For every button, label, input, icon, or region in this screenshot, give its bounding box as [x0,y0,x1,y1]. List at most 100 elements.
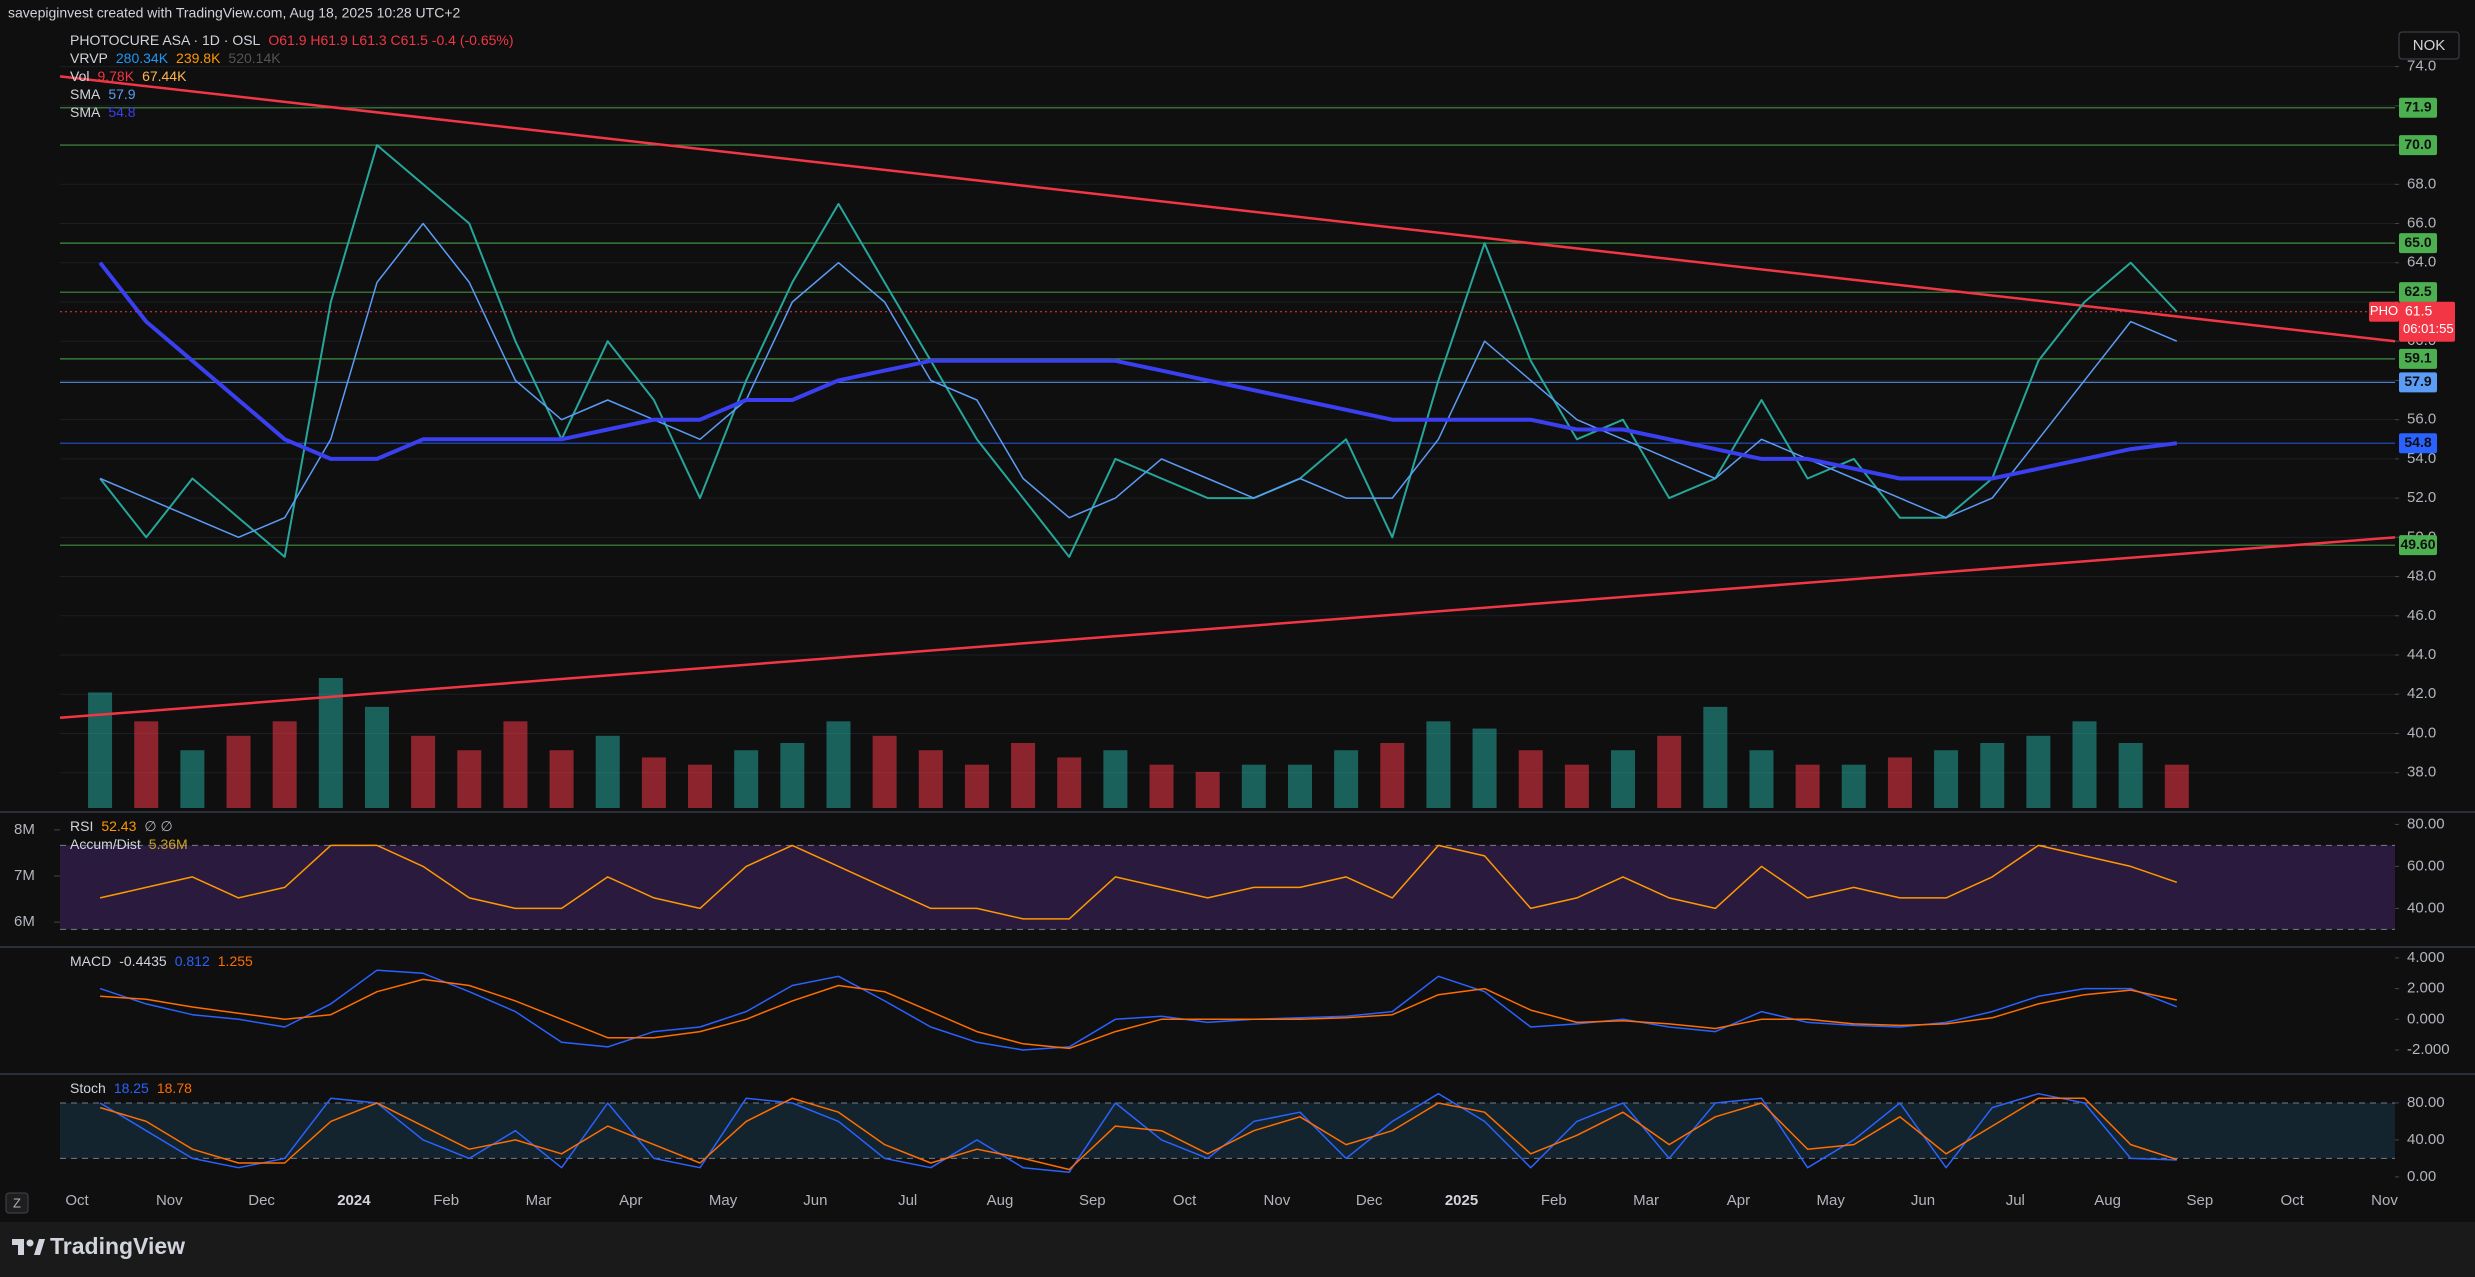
volume-bar [1334,750,1359,808]
volume-bar [1011,743,1036,808]
y2-tick-label: 8M [14,821,35,838]
legend-entry: SMA 57.9 [70,86,136,102]
legend-name: MACD [70,953,111,969]
y-tick-label: 0.000 [2407,1010,2445,1027]
y2-tick-label: 6M [14,913,35,930]
volume-bar [318,678,343,808]
x-tick-label: Dec [248,1192,275,1209]
level-label: 70.0 [2404,136,2431,152]
volume-bar [1749,750,1774,808]
brand-logo [12,1239,45,1255]
legend-name: Vol [70,68,89,84]
x-tick-label: Apr [619,1192,642,1209]
y-tick-label: 80.00 [2407,1094,2445,1111]
volume-bar [503,721,528,808]
x-tick-label: Jul [898,1192,917,1209]
y2-tick-label: 7M [14,867,35,884]
y-tick-label: 2.000 [2407,980,2445,997]
trendline [59,536,2396,720]
y-tick-label: 48.0 [2407,568,2436,585]
y-tick-label: 4.000 [2407,949,2445,966]
x-tick-label: Feb [433,1192,459,1209]
level-badge [2399,535,2437,556]
volume-bar [549,750,574,808]
volume-bar [1241,764,1266,808]
y-tick-label: 0.00 [2407,1168,2436,1185]
scale-button[interactable] [5,1192,29,1214]
volume-bar [918,750,943,808]
y-tick-label: 64.0 [2407,254,2436,271]
legend-value: 520.14K [228,50,281,66]
brand: TradingView [50,1233,185,1259]
y-tick-label: 40.0 [2407,724,2436,741]
level-badge [2399,433,2437,454]
series-line [99,844,2178,920]
x-tick-label: Sep [1079,1192,1106,1209]
x-tick-label: Sep [2187,1192,2214,1209]
x-tick-label: Jul [2006,1192,2025,1209]
x-tick-label: Apr [1727,1192,1750,1209]
level-label: 65.0 [2404,234,2431,250]
x-tick-label: 2025 [1445,1192,1478,1209]
level-badge [2399,97,2437,118]
legend-entry: SMA 54.8 [70,104,136,120]
legend-entry: Vol 9.78K 67.44K [70,68,187,84]
volume-bar [1611,750,1636,808]
volume-bar [872,735,897,808]
series-line [100,978,2177,1050]
volume-bar [1057,757,1082,808]
volume-bar [2164,764,2189,808]
x-tick-label: Nov [2371,1192,2398,1209]
volume-bar [734,750,759,808]
legend-entry: Accum/Dist 5.36M [70,836,188,852]
legend-value: 54.8 [108,104,135,120]
x-tick-label: Mar [1633,1192,1659,1209]
x-tick-label: May [709,1192,738,1209]
y-tick-label: 52.0 [2407,489,2436,506]
volume-bar [457,750,482,808]
y-tick-label: 68.0 [2407,175,2436,192]
legend-value: 18.78 [157,1080,192,1096]
level-badge [2399,282,2437,303]
volume-bar [1518,750,1543,808]
volume-bar [1426,721,1451,808]
y-tick-label: 46.0 [2407,607,2436,624]
legend-value: 18.25 [114,1080,149,1096]
ticker: PHO [2370,303,2398,318]
legend-entry: Stoch 18.25 18.78 [70,1080,192,1096]
volume-bar [1795,764,1820,808]
volume-bar [272,721,297,808]
scale-button-label[interactable]: Z [13,1195,21,1210]
ohlc: O61.9 H61.9 L61.3 C61.5 -0.4 (-0.65%) [268,32,513,48]
volume-bar [2072,721,2097,808]
currency-box[interactable] [2398,31,2460,60]
x-tick-label: Aug [2094,1192,2121,1209]
volume-bar [1980,743,2005,808]
y-tick-label: 40.00 [2407,1131,2445,1148]
y-tick-label: 60.00 [2407,857,2445,874]
level-label: 49.60 [2400,536,2435,552]
volume-bar [180,750,205,808]
legend-value: -0.4435 [119,953,167,969]
legend-value: 280.34K [116,50,169,66]
level-label: 54.8 [2404,434,2431,450]
legend-name: RSI [70,818,93,834]
x-tick-label: Jun [803,1192,827,1209]
y-tick-label: 54.0 [2407,450,2436,467]
legend-name: VRVP [70,50,108,66]
x-tick-label: Oct [2281,1192,2305,1209]
x-tick-label: 2024 [337,1192,371,1209]
x-tick-label: Mar [526,1192,552,1209]
level-badge [2399,348,2437,369]
volume-bar [1657,735,1682,808]
x-tick-label: Aug [987,1192,1014,1209]
y-tick-label: 74.0 [2407,58,2436,75]
currency[interactable]: NOK [2413,37,2446,54]
legend-name: Stoch [70,1080,106,1096]
series-line [99,1092,2177,1174]
volume-bar [1149,764,1174,808]
volume-bar [1934,750,1959,808]
y-tick-label: 38.0 [2407,764,2436,781]
volume-bar [964,764,989,808]
